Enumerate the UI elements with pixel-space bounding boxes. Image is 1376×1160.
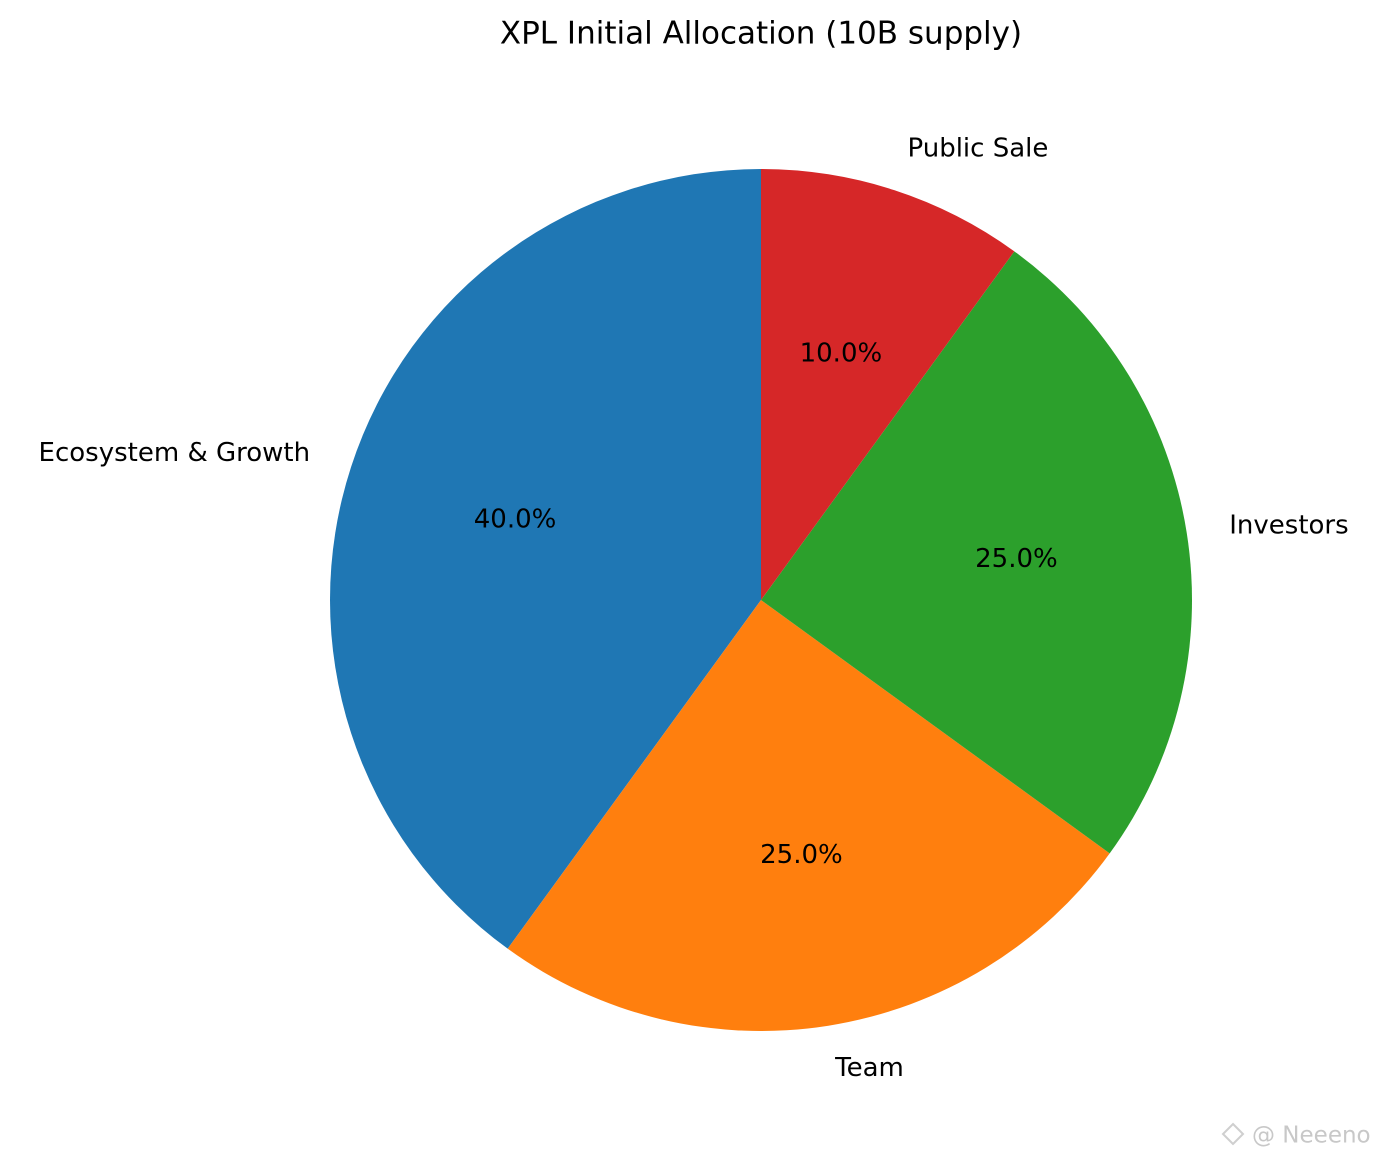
percent-label: 40.0% [474,505,557,535]
pie-slice [761,169,1015,600]
slice-label: Investors [1229,510,1348,540]
chart-title: XPL Initial Allocation (10B supply) [500,16,1022,52]
pie-slice [330,169,761,949]
slice-label: Ecosystem & Growth [39,438,311,468]
percent-label: 10.0% [800,339,883,369]
percent-label: 25.0% [760,840,843,870]
watermark: @ Neeeno [1252,1123,1371,1149]
slice-label: Team [834,1053,904,1083]
watermark-icon [1221,1122,1245,1146]
pie-slice [761,251,1192,854]
pie-slice [507,600,1110,1031]
percent-label: 25.0% [975,544,1058,574]
slice-label: Public Sale [908,134,1049,164]
